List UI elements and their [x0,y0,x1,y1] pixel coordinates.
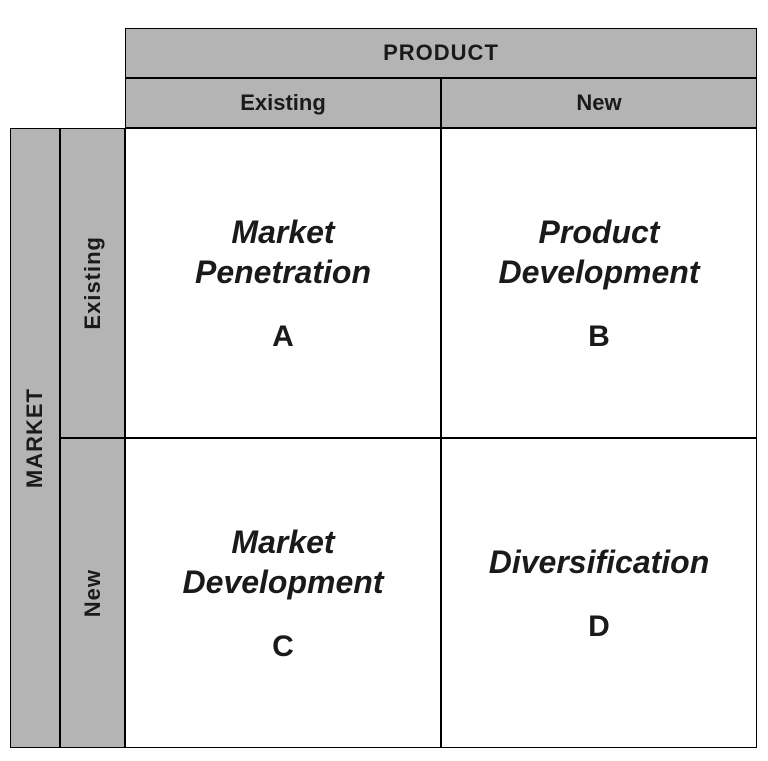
axis-header-market: MARKET [10,128,60,748]
row-header-existing-label: Existing [80,236,106,330]
axis-header-market-label: MARKET [22,388,48,488]
col-header-new: New [441,78,757,128]
cell-b-title: ProductDevelopment [499,212,700,292]
cell-c-letter: C [272,630,294,664]
col-header-new-label: New [576,90,621,116]
cell-d-letter: D [588,610,610,644]
cell-d-title: Diversification [489,542,710,582]
cell-b-letter: B [588,320,610,354]
row-header-existing: Existing [60,128,125,438]
cell-c-title: MarketDevelopment [183,522,384,602]
col-header-existing: Existing [125,78,441,128]
cell-d: Diversification D [441,438,757,748]
row-header-new: New [60,438,125,748]
axis-header-product-label: PRODUCT [383,40,499,66]
cell-a-title: MarketPenetration [195,212,371,292]
cell-a: MarketPenetration A [125,128,441,438]
cell-b: ProductDevelopment B [441,128,757,438]
axis-header-product: PRODUCT [125,28,757,78]
col-header-existing-label: Existing [240,90,326,116]
ansoff-matrix: PRODUCT Existing New MARKET Existing New… [0,0,768,761]
cell-a-letter: A [272,320,294,354]
row-header-new-label: New [80,569,106,617]
cell-c: MarketDevelopment C [125,438,441,748]
